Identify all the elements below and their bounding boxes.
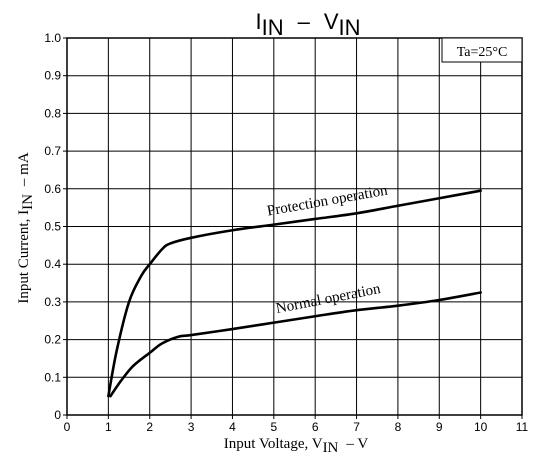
y-tick-label: 0.4 (44, 257, 61, 271)
y-tick-label: 0.8 (44, 106, 61, 120)
title-v-sub: IN (339, 15, 361, 40)
x-tick-label: 6 (312, 420, 319, 434)
x-axis-label-sub: IN (323, 440, 339, 456)
series-label-normal: Normal operation (275, 281, 383, 317)
x-tick-label: 10 (474, 420, 488, 434)
y-axis-label: Input Current, IIN – mA (16, 152, 36, 303)
condition-box (441, 37, 523, 63)
y-tick-label: 1.0 (44, 31, 61, 45)
y-tick-label: 0.5 (44, 220, 61, 234)
y-tick-label: 0.9 (44, 69, 61, 83)
x-tick-label: 4 (229, 420, 236, 434)
x-tick-label: 1 (105, 420, 112, 434)
title-i: I (255, 9, 261, 34)
title-v: V (324, 9, 339, 34)
x-axis-label: Input Voltage, VIN – V (224, 436, 369, 456)
y-axis-label-suffix: – mA (16, 152, 32, 187)
axis-ticks: 0 1 2 3 4 5 6 7 8 9 10 11 0 0.1 0.2 0.3 0.4 0.5 0.6 0.7 0.8 0… (44, 31, 528, 434)
y-tick-label: 0.3 (44, 295, 61, 309)
x-tick-label: 9 (436, 420, 443, 434)
series-lines (107, 189, 482, 398)
series-line-normal-operation (109, 291, 482, 398)
x-tick-label: 7 (353, 420, 360, 434)
chart-title: IIN – VIN (255, 9, 360, 40)
condition-label: Ta=25°C (457, 45, 508, 60)
y-tick-label: 0.6 (44, 182, 61, 196)
x-tick-label: 5 (270, 420, 277, 434)
x-tick-label: 3 (188, 420, 195, 434)
x-tick-label: 2 (146, 420, 153, 434)
grid (66, 37, 523, 416)
y-tick-label: 0.7 (44, 144, 61, 158)
y-tick-label: 0.1 (44, 370, 61, 384)
y-tick-label: 0 (54, 408, 61, 422)
y-axis-label-sub: IN (20, 194, 36, 210)
x-tick-label: 0 (64, 420, 71, 434)
series-line-protection-operation (107, 189, 482, 398)
x-tick-label: 11 (516, 420, 529, 434)
x-tick-label: 8 (395, 420, 402, 434)
title-i-sub: IN (262, 15, 284, 40)
y-tick-label: 0.2 (44, 333, 61, 347)
x-axis-label-prefix: Input Voltage, V (224, 436, 323, 452)
title-sep: – (298, 9, 311, 34)
y-axis-label-prefix: Input Current, I (16, 210, 32, 304)
plot-frame (66, 37, 523, 416)
series-label-protection: Protection operation (266, 182, 389, 219)
x-axis-label-suffix: – V (345, 436, 368, 452)
